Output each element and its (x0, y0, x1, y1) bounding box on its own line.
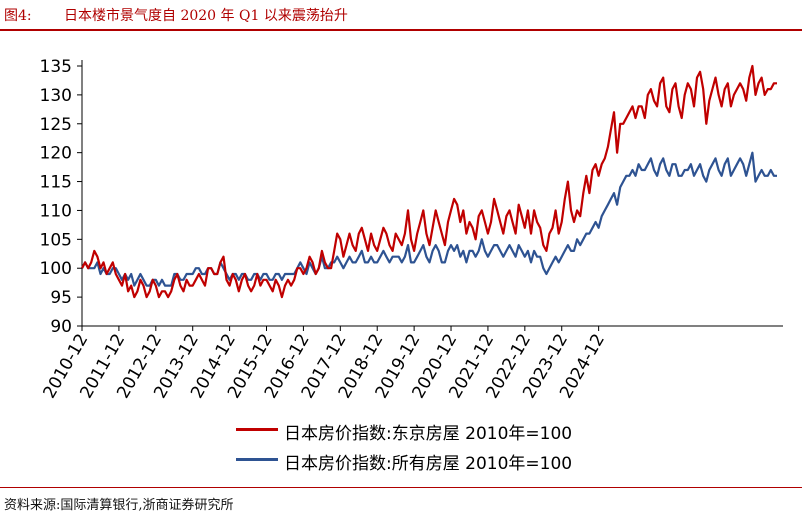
y-tick-label: 115 (40, 173, 72, 193)
header-rule (0, 29, 802, 31)
figure-header: 图4: 日本楼市景气度自 2020 年 Q1 以来震荡抬升 (0, 0, 802, 31)
y-tick-label: 95 (50, 288, 72, 308)
x-axis: 2010-122011-122012-122013-122014-122015-… (39, 325, 783, 402)
y-tick-label: 90 (50, 317, 72, 337)
footer-rule (0, 487, 802, 488)
y-tick-label: 100 (40, 259, 72, 279)
y-tick-label: 120 (40, 144, 72, 164)
y-tick-label: 130 (40, 86, 72, 106)
series-line-tokyo (81, 64, 777, 299)
series-line-all (81, 151, 777, 287)
legend-label-all: 日本房价指数:所有房屋 2010年=100 (284, 454, 573, 474)
y-tick-label: 105 (40, 230, 72, 250)
series-layer (81, 64, 777, 299)
source-note: 资料来源:国际清算银行,浙商证券研究所 (4, 498, 234, 513)
y-tick-label: 125 (40, 115, 72, 135)
y-tick-label: 135 (40, 57, 72, 77)
line-chart: 90 95 100 105 110 115 120 125 130 135 2010-122011… (39, 57, 783, 402)
y-axis: 90 95 100 105 110 115 120 125 130 135 (40, 57, 83, 337)
legend-swatch-tokyo (236, 428, 278, 431)
figure-number: 图4: (4, 8, 32, 24)
figure-title: 日本楼市景气度自 2020 年 Q1 以来震荡抬升 (64, 8, 348, 24)
y-tick-label: 110 (40, 201, 72, 221)
legend-label-tokyo: 日本房价指数:东京房屋 2010年=100 (284, 424, 573, 444)
legend-swatch-all (236, 458, 278, 461)
